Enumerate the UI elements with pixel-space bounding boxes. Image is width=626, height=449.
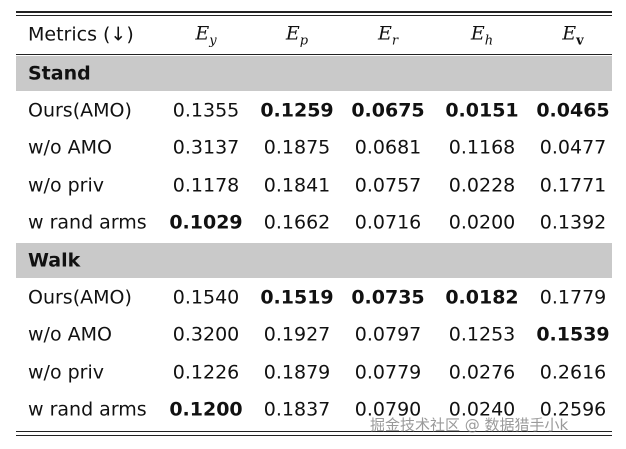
row-label: w rand arms: [28, 211, 147, 234]
cell-value: 0.1355: [172, 99, 240, 121]
cell-value: 0.3137: [172, 136, 240, 159]
cell-value: 0.2596: [539, 398, 607, 421]
cell-value: 0.1200: [169, 398, 243, 421]
column-header: Ey: [195, 22, 217, 49]
cell-value: 0.0790: [354, 398, 422, 421]
cell-value: 0.2616: [539, 361, 607, 383]
section-title: Walk: [28, 249, 81, 271]
cell-value: 0.0276: [448, 361, 516, 383]
cell-value: 0.1927: [263, 323, 331, 346]
cell-value: 0.0240: [448, 398, 516, 421]
cell-value: 0.0675: [351, 99, 425, 121]
column-subscript: v: [576, 33, 584, 49]
cell-value: 0.1519: [260, 286, 334, 308]
section-band: [16, 56, 612, 91]
top-rule: [16, 11, 612, 13]
cell-value: 0.0477: [539, 136, 607, 159]
column-subscript: r: [391, 33, 399, 49]
cell-value: 0.1837: [263, 398, 331, 421]
row-label: w/o priv: [28, 361, 104, 383]
cell-value: 0.1178: [172, 174, 240, 196]
cell-value: 0.0200: [448, 211, 516, 234]
bottom-rule: [16, 431, 612, 432]
cell-value: 0.1539: [536, 323, 610, 346]
cell-value: 0.3200: [172, 323, 240, 346]
row-label: Ours(AMO): [28, 99, 132, 121]
column-header: Eh: [470, 22, 494, 49]
cell-value: 0.1875: [263, 136, 331, 159]
header-metric: Metrics (↓): [28, 23, 134, 46]
cell-value: 0.1392: [539, 211, 607, 234]
cell-value: 0.1540: [172, 286, 240, 308]
cell-value: 0.0797: [354, 323, 422, 346]
cell-value: 0.0228: [448, 174, 516, 196]
cell-value: 0.1259: [260, 99, 334, 121]
cell-value: 0.1879: [263, 361, 331, 383]
cell-value: 0.0465: [536, 99, 610, 121]
cell-value: 0.1841: [263, 174, 331, 196]
cell-value: 0.1662: [263, 211, 331, 234]
cell-value: 0.1226: [172, 361, 240, 383]
column-symbol: E: [377, 22, 392, 45]
column-symbol: E: [562, 22, 577, 45]
row-label: w/o AMO: [28, 323, 112, 346]
section-title: Stand: [28, 62, 91, 84]
column-subscript: p: [299, 33, 309, 49]
watermark: 掘金技术社区 @ 数据猎手小k: [370, 416, 569, 434]
cell-value: 0.1168: [448, 136, 516, 159]
bottom-rule: [16, 434, 612, 436]
column-header: Ep: [285, 22, 309, 49]
section-band: [16, 243, 612, 278]
cell-value: 0.1029: [169, 211, 243, 234]
column-header: Ev: [562, 22, 584, 49]
cell-value: 0.1253: [448, 323, 516, 346]
cell-value: 0.1779: [539, 286, 607, 308]
column-subscript: h: [484, 33, 494, 49]
row-label: w/o priv: [28, 174, 104, 196]
cell-value: 0.0151: [445, 99, 519, 121]
cell-value: 0.0779: [354, 361, 422, 383]
row-label: w/o AMO: [28, 136, 112, 159]
cell-value: 0.0757: [354, 174, 422, 196]
column-header: Er: [377, 22, 399, 49]
column-symbol: E: [470, 22, 485, 45]
cell-value: 0.0681: [354, 136, 422, 159]
column-subscript: y: [209, 33, 217, 49]
cell-value: 0.0735: [351, 286, 425, 308]
cell-value: 0.0182: [445, 286, 519, 308]
cell-value: 0.1771: [539, 174, 607, 196]
row-label: w rand arms: [28, 398, 147, 421]
cell-value: 0.0716: [354, 211, 422, 234]
column-symbol: E: [195, 22, 210, 45]
row-label: Ours(AMO): [28, 286, 132, 308]
top-rule: [16, 14, 612, 16]
header-rule: [16, 54, 612, 55]
column-symbol: E: [285, 22, 300, 45]
